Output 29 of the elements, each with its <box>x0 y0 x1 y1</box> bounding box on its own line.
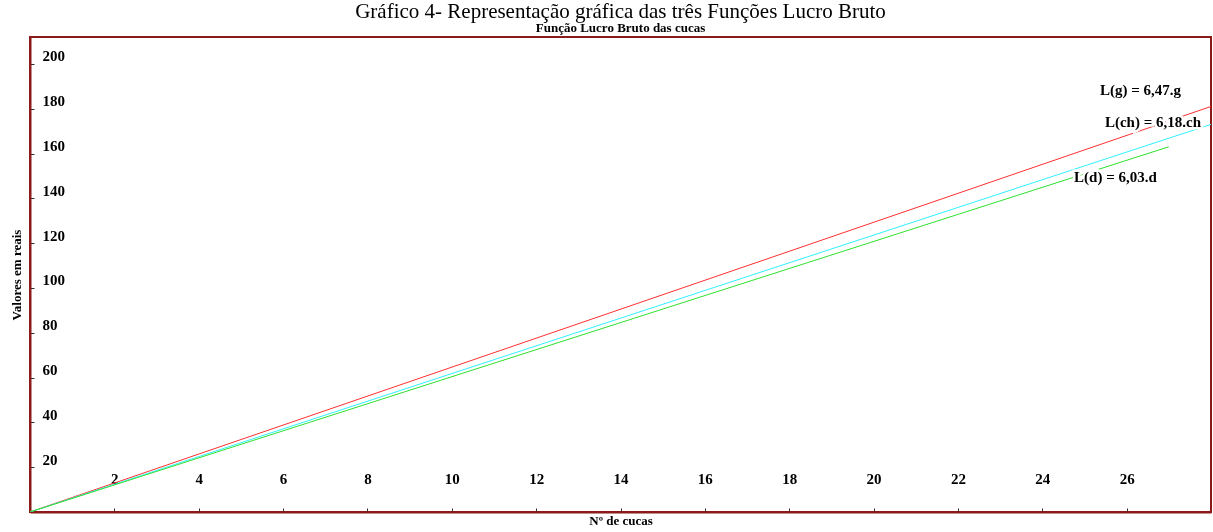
y-tick-label: 60 <box>42 362 58 379</box>
y-tick-label: 100 <box>42 272 65 289</box>
x-tick-label: 6 <box>279 470 288 487</box>
series-label: L(g) = 6,47.g <box>1099 82 1182 100</box>
series-label: L(d) = 6,03.d <box>1074 168 1158 186</box>
x-axis-title: Nº de cucas <box>589 513 653 528</box>
x-tick-label: 8 <box>364 470 372 487</box>
x-tick-label: 24 <box>1035 470 1051 487</box>
x-tick-label: 26 <box>1119 470 1136 487</box>
x-tick-label: 4 <box>195 470 204 487</box>
y-tick-label: 120 <box>42 227 65 244</box>
chart-title: Gráfico 4- Representação gráfica das três Funções Lucro Bruto <box>355 0 886 23</box>
y-tick-label: 180 <box>42 93 65 110</box>
y-axis-title: Valores em reais <box>9 229 24 321</box>
x-tick-label: 16 <box>697 470 714 487</box>
y-tick-label: 200 <box>42 48 65 65</box>
x-tick-label: 2 <box>111 470 119 487</box>
x-tick-label: 10 <box>444 470 460 487</box>
x-tick-label: 20 <box>866 470 882 487</box>
x-tick-label: 12 <box>529 470 545 487</box>
y-tick-label: 160 <box>42 138 65 155</box>
x-tick-label: 18 <box>782 470 798 487</box>
y-tick-label: 40 <box>42 406 58 423</box>
y-tick-label: 80 <box>42 317 58 334</box>
x-tick-label: 22 <box>950 470 966 487</box>
y-tick-label: 20 <box>42 451 58 468</box>
y-tick-label: 140 <box>42 182 65 199</box>
series-label: L(ch) = 6,18.ch <box>1104 114 1202 132</box>
x-tick-label: 14 <box>613 470 629 487</box>
